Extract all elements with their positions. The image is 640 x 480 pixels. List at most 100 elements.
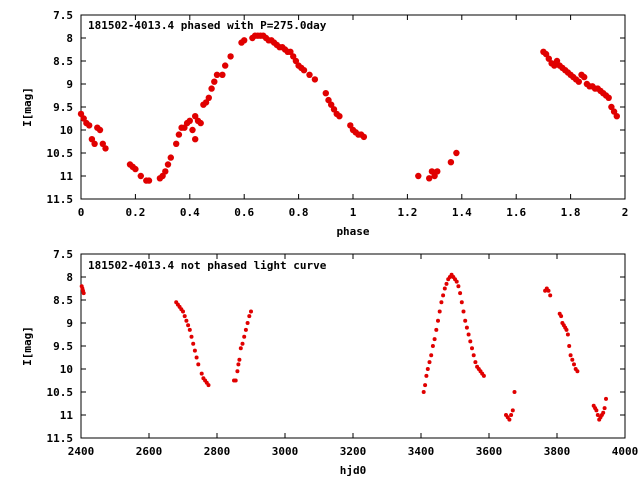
data-point (595, 413, 600, 417)
data-point (91, 140, 98, 147)
data-point (602, 406, 607, 411)
x-tick-label: 1.8 (561, 206, 581, 219)
data-point (434, 327, 439, 332)
chart-title: 181502-4013.4 phased with P=275.0day (88, 19, 327, 32)
data-points (77, 32, 620, 184)
data-point (454, 279, 459, 284)
data-point (102, 145, 109, 152)
x-tick-label: 1.2 (397, 206, 417, 219)
data-point (470, 346, 474, 351)
data-point (432, 337, 437, 342)
data-point (430, 344, 435, 348)
data-point (545, 55, 552, 62)
data-point (461, 309, 466, 314)
data-point (512, 390, 517, 394)
data-point (186, 117, 193, 125)
data-point (613, 113, 620, 120)
data-point (473, 360, 478, 365)
data-point (208, 85, 215, 92)
data-point (192, 348, 197, 353)
data-point (81, 291, 86, 296)
x-tick-label: 0.4 (180, 206, 200, 219)
y-tick-label: 8 (66, 32, 73, 45)
data-point (181, 309, 185, 314)
y-tick-label: 9.5 (53, 101, 73, 114)
data-point (167, 154, 174, 161)
x-tick-label: 2 (622, 206, 629, 219)
y-tick-label: 11 (60, 409, 74, 422)
plot-frame (80, 253, 626, 439)
data-point (240, 341, 245, 346)
data-point (182, 314, 187, 319)
y-tick-label: 11 (60, 170, 74, 183)
data-point (464, 325, 469, 330)
x-tick-label: 4000 (612, 445, 639, 458)
x-tick-label: 3000 (272, 445, 299, 458)
data-point (423, 383, 428, 388)
data-point (509, 413, 514, 417)
x-tick-label: 3400 (408, 445, 435, 458)
y-tick-label: 7.5 (53, 9, 73, 22)
y-tick-label: 8 (66, 271, 73, 284)
y-axis-label: I[mag] (21, 326, 34, 366)
y-tick-label: 9 (66, 317, 73, 330)
data-point (568, 353, 573, 358)
data-point (439, 300, 444, 305)
y-tick-label: 10.5 (47, 386, 74, 399)
data-point (360, 133, 368, 141)
data-point (287, 48, 294, 55)
data-point (510, 408, 515, 413)
data-point (424, 373, 429, 378)
data-point (243, 327, 248, 332)
data-point (235, 369, 240, 374)
data-point (86, 122, 93, 129)
data-point (575, 369, 580, 374)
y-tick-label: 10 (60, 363, 73, 376)
data-point (458, 291, 463, 296)
data-point (189, 126, 196, 134)
data-point (604, 396, 608, 401)
data-point (322, 90, 329, 97)
data-point (456, 284, 461, 289)
data-point (429, 353, 434, 358)
unphased-light-curve-plot: 181502-4013.4 not phased light curve hjd… (21, 248, 638, 477)
data-point (572, 362, 576, 367)
data-points (79, 272, 608, 422)
data-point (425, 367, 430, 371)
data-point (206, 383, 211, 388)
data-point (466, 332, 471, 337)
data-point (192, 113, 199, 120)
data-point (507, 417, 512, 422)
chart-title: 181502-4013.4 not phased light curve (88, 259, 327, 272)
data-point (192, 136, 199, 143)
data-point (205, 94, 212, 102)
data-point (546, 288, 551, 293)
data-point (306, 71, 313, 79)
data-point (196, 362, 201, 367)
data-point (311, 76, 319, 83)
data-point (96, 126, 104, 134)
y-axis-ticks: 7.5 8 8.5 9 9.5 10 10.5 11 11.5 (47, 9, 625, 206)
x-tick-label: 0.6 (234, 206, 254, 219)
data-point (233, 378, 238, 383)
data-point (437, 309, 442, 314)
data-point (145, 177, 153, 184)
x-tick-label: 0.2 (125, 206, 145, 219)
data-point (548, 293, 553, 298)
y-tick-label: 11.5 (47, 193, 74, 206)
x-tick-label: 3200 (340, 445, 367, 458)
x-tick-label: 2800 (204, 445, 231, 458)
data-point (186, 323, 191, 328)
data-point (237, 357, 242, 362)
data-point (415, 172, 422, 180)
data-point (442, 286, 447, 291)
data-point (427, 360, 432, 365)
data-point (444, 281, 449, 286)
x-tick-label: 1 (350, 206, 357, 219)
data-point (463, 318, 468, 323)
data-point (173, 140, 180, 147)
data-point (581, 73, 588, 81)
data-point (605, 94, 612, 102)
data-point (436, 318, 440, 323)
y-tick-label: 10.5 (47, 147, 74, 160)
